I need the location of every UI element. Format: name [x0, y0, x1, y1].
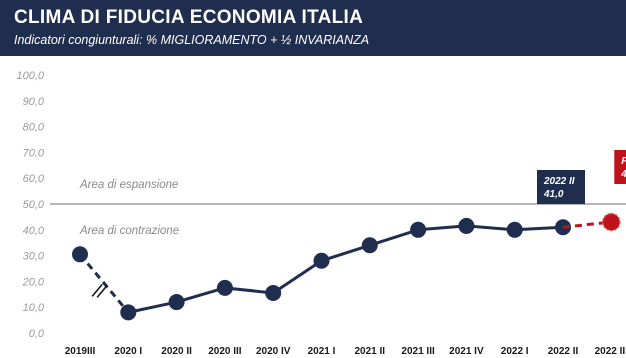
y-tick-label: 100,0 — [16, 70, 44, 82]
data-point — [72, 246, 88, 263]
data-point — [216, 279, 233, 296]
data-point — [265, 285, 282, 302]
annotation-value: 43, — [620, 169, 626, 180]
series-segment — [321, 243, 371, 263]
y-tick-label: 50,0 — [23, 199, 45, 211]
x-tick-label: 2020 II — [161, 346, 192, 357]
x-tick-label: 2022 I — [501, 346, 529, 357]
annotation-box — [614, 150, 626, 184]
x-tick-label: 2020 IV — [256, 346, 291, 357]
series-segment — [369, 228, 419, 247]
data-point — [361, 237, 378, 254]
line-chart: 0,0 10,0 20,0 30,0 40,0 50,0 60,0 70,0 80,0 90,0 1… — [16, 70, 626, 357]
x-tick-label: 2020 I — [114, 346, 142, 357]
annotation-period: PRE — [621, 156, 626, 167]
y-tick-label: 70,0 — [23, 147, 45, 159]
y-tick-label: 40,0 — [23, 225, 45, 237]
annotation-box — [537, 170, 585, 204]
data-point — [410, 221, 427, 238]
series-segment — [417, 224, 467, 232]
x-tick-label: 2019III — [65, 346, 96, 357]
y-tick-label: 20,0 — [22, 276, 45, 288]
axis-break-mark — [96, 284, 108, 298]
x-tick-label: 2021 I — [308, 346, 336, 357]
data-point — [506, 221, 523, 238]
chart-title: CLIMA DI FIDUCIA ECONOMIA ITALIA — [14, 7, 364, 28]
data-point — [120, 304, 137, 321]
series-segment — [78, 253, 130, 314]
x-tick-label: 2020 III — [208, 346, 242, 357]
annotation-period: 2022 II — [543, 176, 575, 187]
series-segment — [272, 259, 323, 295]
threshold-label-above: Area di espansione — [79, 179, 178, 191]
x-tick-label: 2022 III — [595, 346, 626, 357]
data-point — [313, 252, 330, 269]
y-tick-label: 90,0 — [23, 96, 45, 108]
series-segment — [176, 286, 226, 304]
title-banner: CLIMA DI FIDUCIA ECONOMIA ITALIA Indicat… — [0, 0, 626, 56]
series-segment — [224, 286, 274, 295]
y-tick-label: 60,0 — [23, 173, 45, 185]
threshold-label-below: Area di contrazione — [79, 225, 179, 237]
data-point — [458, 217, 475, 234]
y-tick-label: 30,0 — [23, 251, 45, 263]
x-tick-label: 2021 III — [401, 346, 435, 357]
y-tick-label: 80,0 — [23, 122, 45, 134]
forecast-point — [602, 212, 621, 232]
y-tick-label: 0,0 — [29, 328, 45, 340]
axis-break-mark — [91, 283, 103, 297]
x-tick-label: 2022 II — [548, 346, 579, 357]
x-tick-label: 2021 II — [355, 346, 386, 357]
chart-subtitle: Indicatori congiunturali: % MIGLIORAMENT… — [14, 33, 370, 47]
x-tick-label: 2021 IV — [449, 346, 484, 357]
series-segment — [127, 300, 177, 314]
y-tick-label: 10,0 — [23, 302, 45, 314]
series-segment — [466, 224, 515, 232]
data-point — [168, 294, 185, 311]
annotation-value: 41,0 — [543, 189, 564, 200]
series-segment — [514, 225, 564, 232]
